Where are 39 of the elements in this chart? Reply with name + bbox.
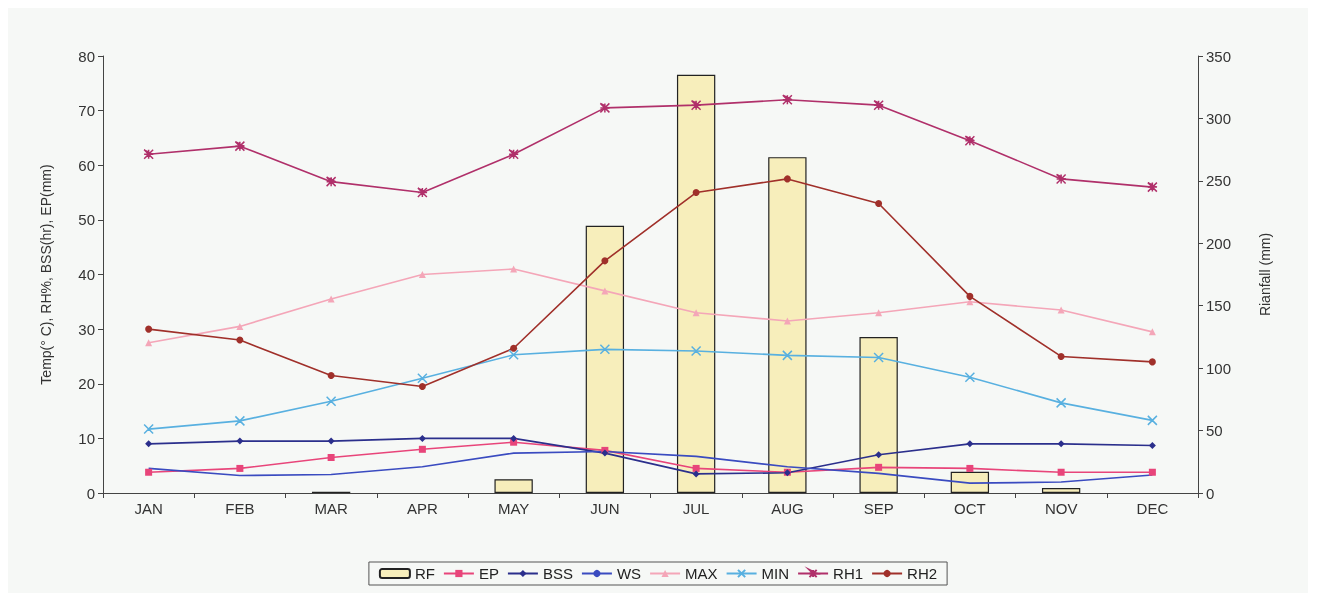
x-tick-label: MAR <box>314 500 348 517</box>
x-tick-label: JUN <box>590 500 620 517</box>
y2-tick-label: 350 <box>1206 47 1232 65</box>
legend-label: BSS <box>542 565 573 582</box>
x-tick-label: OCT <box>954 500 986 517</box>
x-tick-label: NOV <box>1044 500 1078 517</box>
y-axis-title: Temp(° C), RH%, BSS(hr), EP(mm) <box>38 164 54 385</box>
y2-axis-title: Rianfall (mm) <box>1257 232 1273 317</box>
y2-tick-label: 200 <box>1206 234 1232 252</box>
x-tick-label: JAN <box>134 500 163 517</box>
x-tick-label: AUG <box>771 500 804 517</box>
legend-label: EP <box>478 565 499 582</box>
y2-tick-label: 150 <box>1206 297 1232 315</box>
legend-label: WS <box>616 565 642 582</box>
x-tick-label: APR <box>406 500 438 517</box>
y2-tick-label: 250 <box>1206 172 1232 190</box>
y2-tick-label: 100 <box>1206 359 1232 377</box>
x-tick-label: SEP <box>863 500 894 517</box>
y-tick-label: 40 <box>78 266 95 283</box>
y2-tick-label: 50 <box>1206 422 1223 440</box>
x-tick-label: FEB <box>225 500 255 517</box>
y2-tick-label: 300 <box>1206 109 1232 127</box>
y-tick-label: 20 <box>78 375 95 393</box>
x-tick-label: JUL <box>682 500 710 517</box>
x-tick-label: MAY <box>497 500 530 517</box>
y-tick-label: 60 <box>78 156 95 174</box>
y-tick-label: 0 <box>86 484 95 502</box>
y-tick-label: 50 <box>78 211 95 229</box>
y-tick-label: 80 <box>78 47 95 65</box>
y2-tick-label: 0 <box>1206 484 1215 502</box>
y-tick-label: 70 <box>78 102 95 120</box>
y-tick-label: 10 <box>78 429 95 447</box>
legend-label: MAX <box>685 565 718 582</box>
legend-label: RH1 <box>833 565 864 582</box>
x-tick-label: DEC <box>1136 500 1169 517</box>
y-tick-label: 30 <box>78 320 95 338</box>
legend-label: RH2 <box>907 565 938 582</box>
legend-label: MIN <box>761 565 790 582</box>
legend-label: RF <box>414 565 435 582</box>
